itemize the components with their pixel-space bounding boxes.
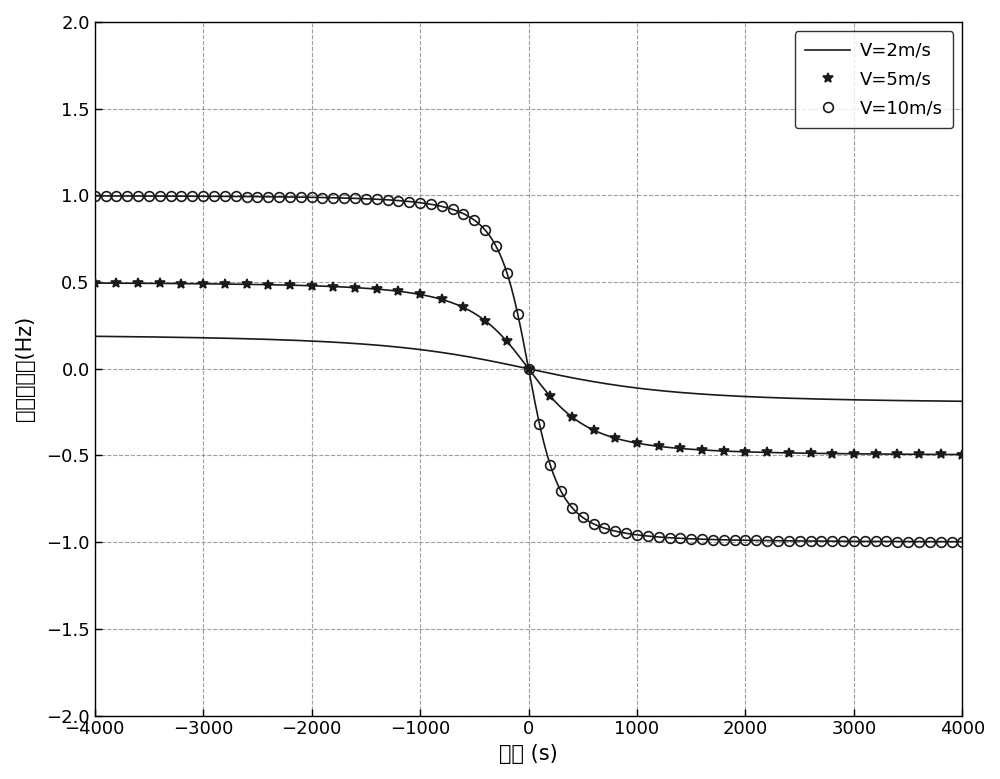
V=10m/s: [566, 502, 578, 512]
V=2m/s: [956, 397, 968, 406]
V=5m/s: [262, 280, 274, 289]
Y-axis label: 多普勒频移(Hz): 多普勒频移(Hz): [15, 316, 35, 421]
V=5m/s: [935, 449, 947, 459]
V=10m/s: [837, 537, 849, 546]
V=5m/s: [436, 294, 448, 304]
V=5m/s: [718, 446, 730, 456]
V=5m/s: [891, 449, 903, 459]
V=2m/s: [89, 332, 101, 341]
V=5m/s: [523, 364, 535, 373]
V=5m/s: [392, 287, 404, 296]
V=5m/s: [826, 449, 838, 458]
V=5m/s: [414, 290, 426, 299]
V=5m/s: [89, 278, 101, 287]
V=5m/s: [544, 392, 556, 401]
V=5m/s: [913, 449, 925, 459]
V=10m/s: [794, 536, 806, 545]
V=5m/s: [132, 279, 144, 288]
V=2m/s: [640, 384, 652, 393]
V=5m/s: [284, 280, 296, 290]
V=5m/s: [110, 278, 122, 287]
V=5m/s: [588, 425, 600, 435]
V=2m/s: [732, 392, 744, 401]
V=5m/s: [674, 444, 686, 453]
V=5m/s: [175, 279, 187, 288]
V=5m/s: [956, 449, 968, 459]
V=10m/s: [89, 191, 101, 200]
V=5m/s: [501, 337, 513, 346]
V=5m/s: [783, 448, 795, 457]
V=5m/s: [631, 439, 643, 448]
V=5m/s: [566, 412, 578, 421]
V=2m/s: [403, 344, 415, 353]
V=5m/s: [154, 279, 166, 288]
V=2m/s: [602, 379, 614, 389]
V=5m/s: [371, 284, 383, 294]
V=2m/s: [778, 393, 790, 403]
V=5m/s: [479, 316, 491, 326]
V=5m/s: [653, 442, 665, 451]
Legend: V=2m/s, V=5m/s, V=10m/s: V=2m/s, V=5m/s, V=10m/s: [795, 31, 953, 129]
V=5m/s: [219, 280, 231, 289]
V=5m/s: [609, 433, 621, 442]
V=10m/s: [729, 535, 741, 545]
V=10m/s: [631, 530, 643, 540]
V=5m/s: [241, 280, 253, 289]
X-axis label: 时间 (s): 时间 (s): [499, 744, 558, 764]
V=5m/s: [870, 449, 882, 459]
V=5m/s: [848, 449, 860, 459]
V=5m/s: [457, 303, 469, 312]
V=5m/s: [327, 282, 339, 291]
V=5m/s: [805, 449, 817, 458]
Line: V=2m/s: V=2m/s: [95, 337, 962, 401]
V=2m/s: [132, 332, 144, 341]
V=10m/s: [956, 537, 968, 546]
Line: V=10m/s: V=10m/s: [90, 191, 967, 547]
V=5m/s: [761, 448, 773, 457]
V=5m/s: [696, 446, 708, 455]
V=5m/s: [739, 447, 751, 456]
Line: V=5m/s: V=5m/s: [90, 278, 967, 460]
V=10m/s: [870, 537, 882, 546]
V=5m/s: [306, 281, 318, 291]
V=5m/s: [197, 279, 209, 288]
V=5m/s: [349, 283, 361, 292]
